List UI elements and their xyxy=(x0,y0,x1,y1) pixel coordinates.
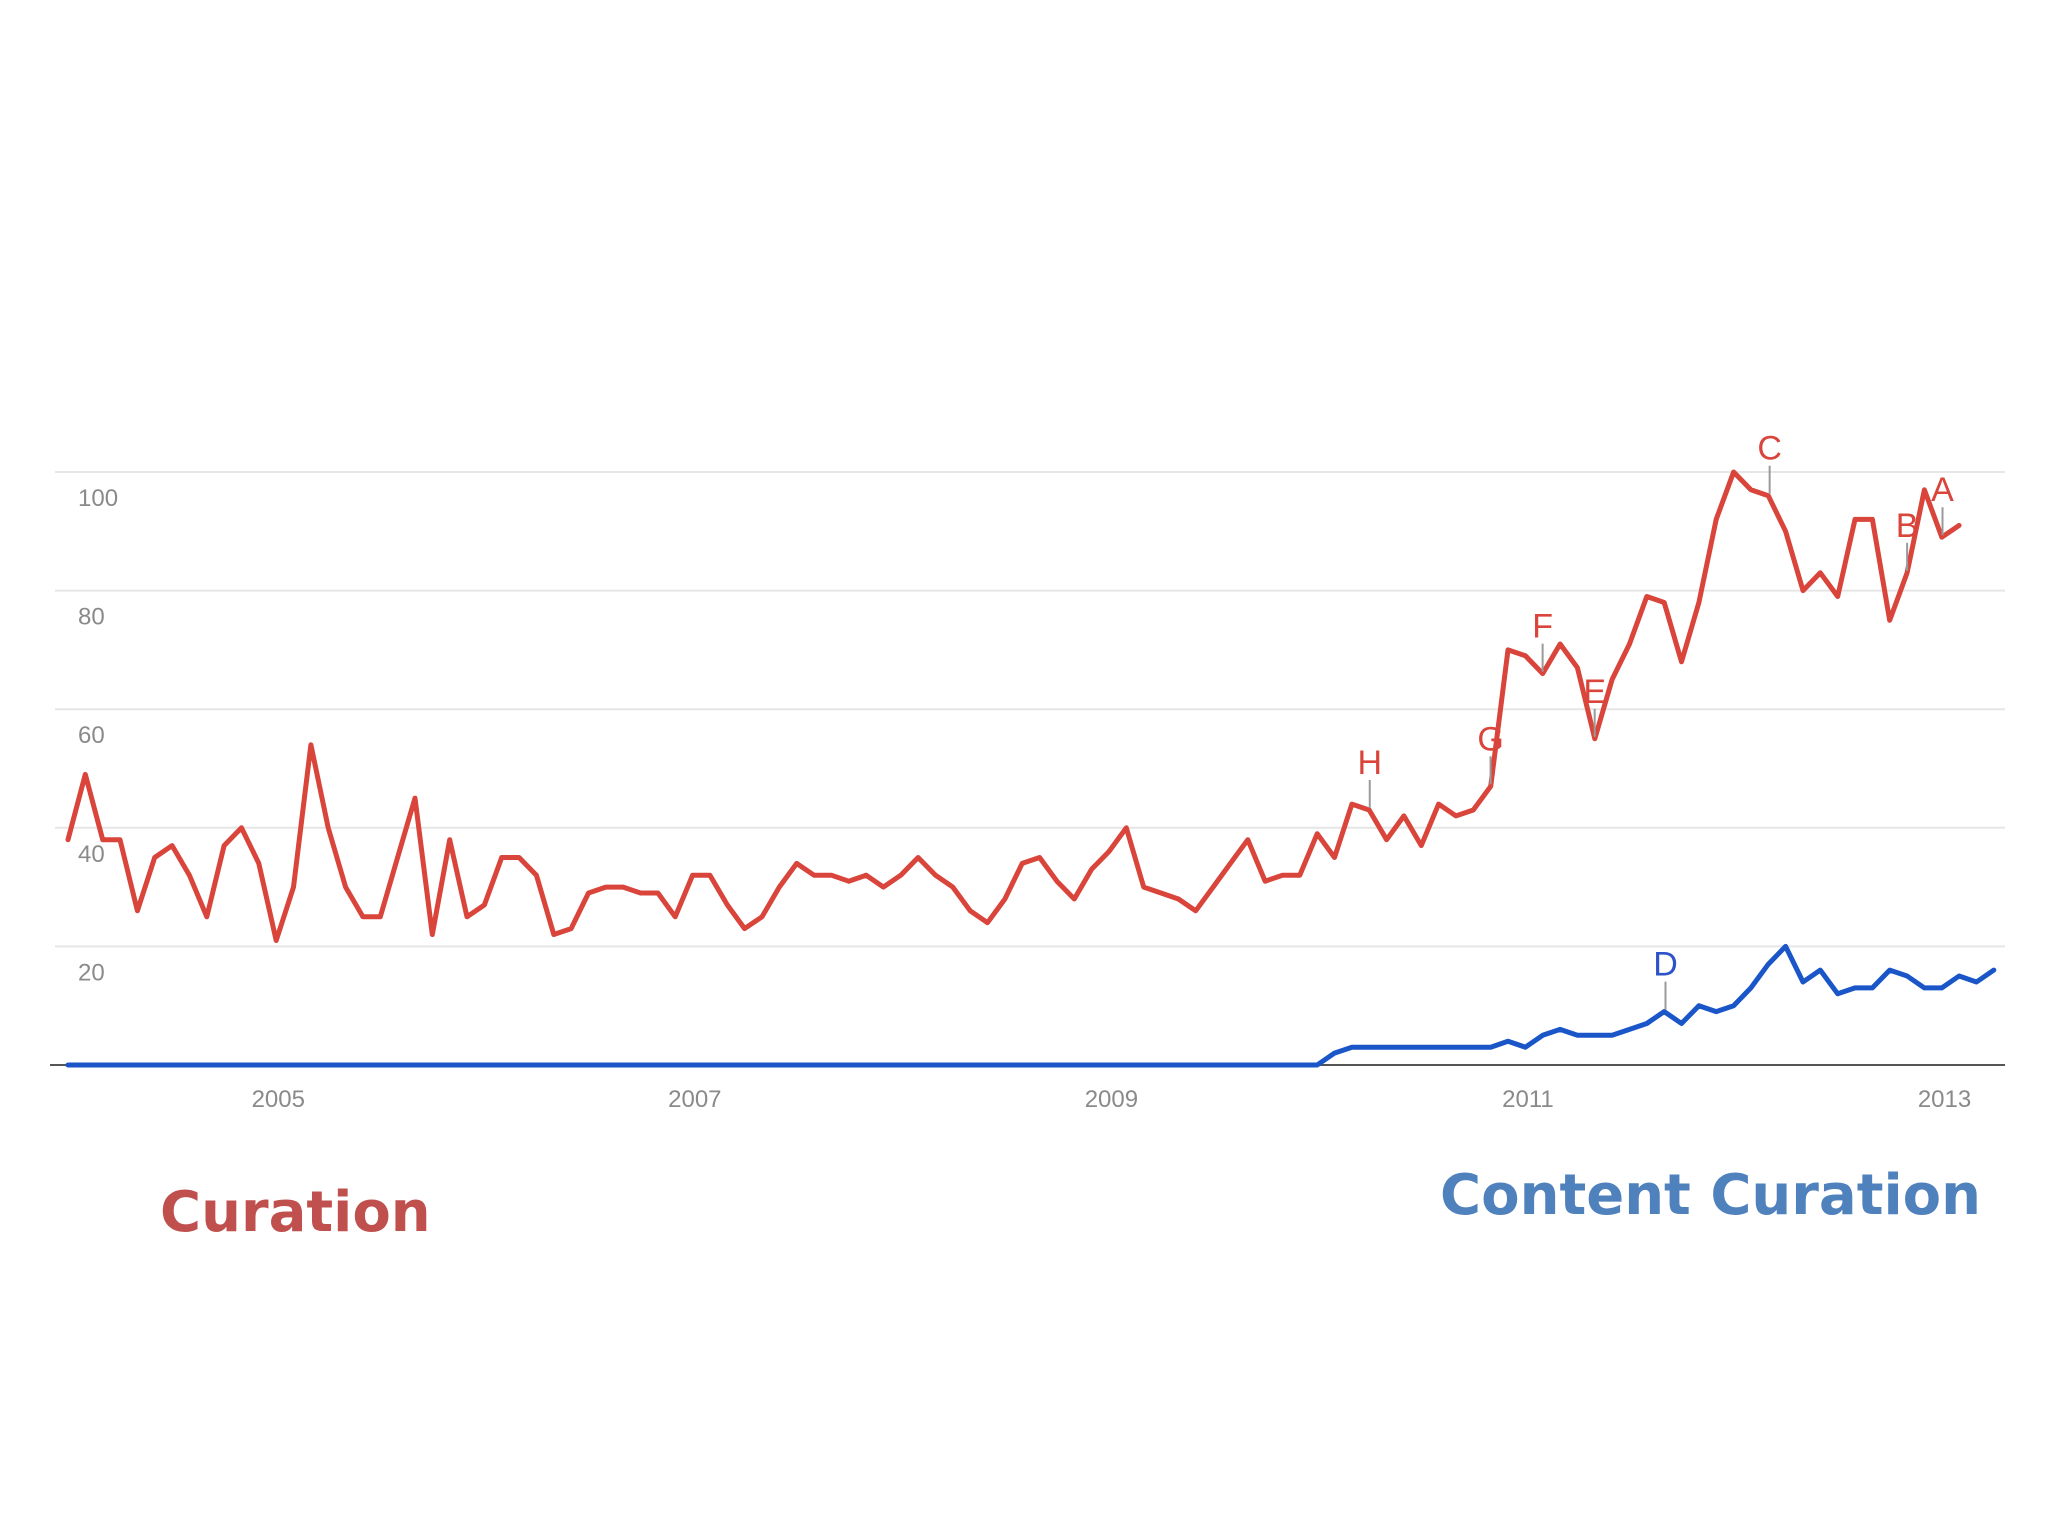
event-annotations: H G FE D C BA xyxy=(1357,430,1954,1010)
x-tick-label: 2009 xyxy=(1085,1086,1138,1113)
x-tick-label: 2007 xyxy=(668,1086,721,1113)
y-tick-label: 60 xyxy=(78,722,105,749)
y-tick-label: 80 xyxy=(78,604,105,631)
y-tick-label: 20 xyxy=(78,959,105,986)
x-tick-label: 2005 xyxy=(252,1086,305,1113)
annotation-b[interactable]: B xyxy=(1896,507,1919,545)
series-lines xyxy=(65,469,1997,1068)
y-tick-label: 40 xyxy=(78,841,105,868)
y-tick-label: 100 xyxy=(78,485,118,512)
series-line-curation xyxy=(65,469,1962,943)
annotation-h[interactable]: H xyxy=(1357,744,1382,782)
series-line-content-curation xyxy=(65,943,1997,1068)
x-tick-label: 2011 xyxy=(1502,1086,1554,1113)
legend-content-curation: Content Curation xyxy=(1440,1163,1981,1228)
annotation-c[interactable]: C xyxy=(1757,430,1782,468)
annotation-d[interactable]: D xyxy=(1653,946,1678,984)
x-tick-label: 2013 xyxy=(1918,1086,1971,1113)
legend-curation: Curation xyxy=(160,1180,431,1245)
annotation-a[interactable]: A xyxy=(1931,471,1954,509)
annotation-g[interactable]: G xyxy=(1477,720,1503,758)
y-axis-ticks: 20 40 60 80 100 xyxy=(78,485,118,986)
annotation-e[interactable]: E xyxy=(1583,673,1606,711)
x-axis-ticks: 2005 2007 2009 2011 2013 xyxy=(252,1086,1972,1113)
grid xyxy=(55,471,2005,948)
annotation-f[interactable]: F xyxy=(1532,608,1553,646)
